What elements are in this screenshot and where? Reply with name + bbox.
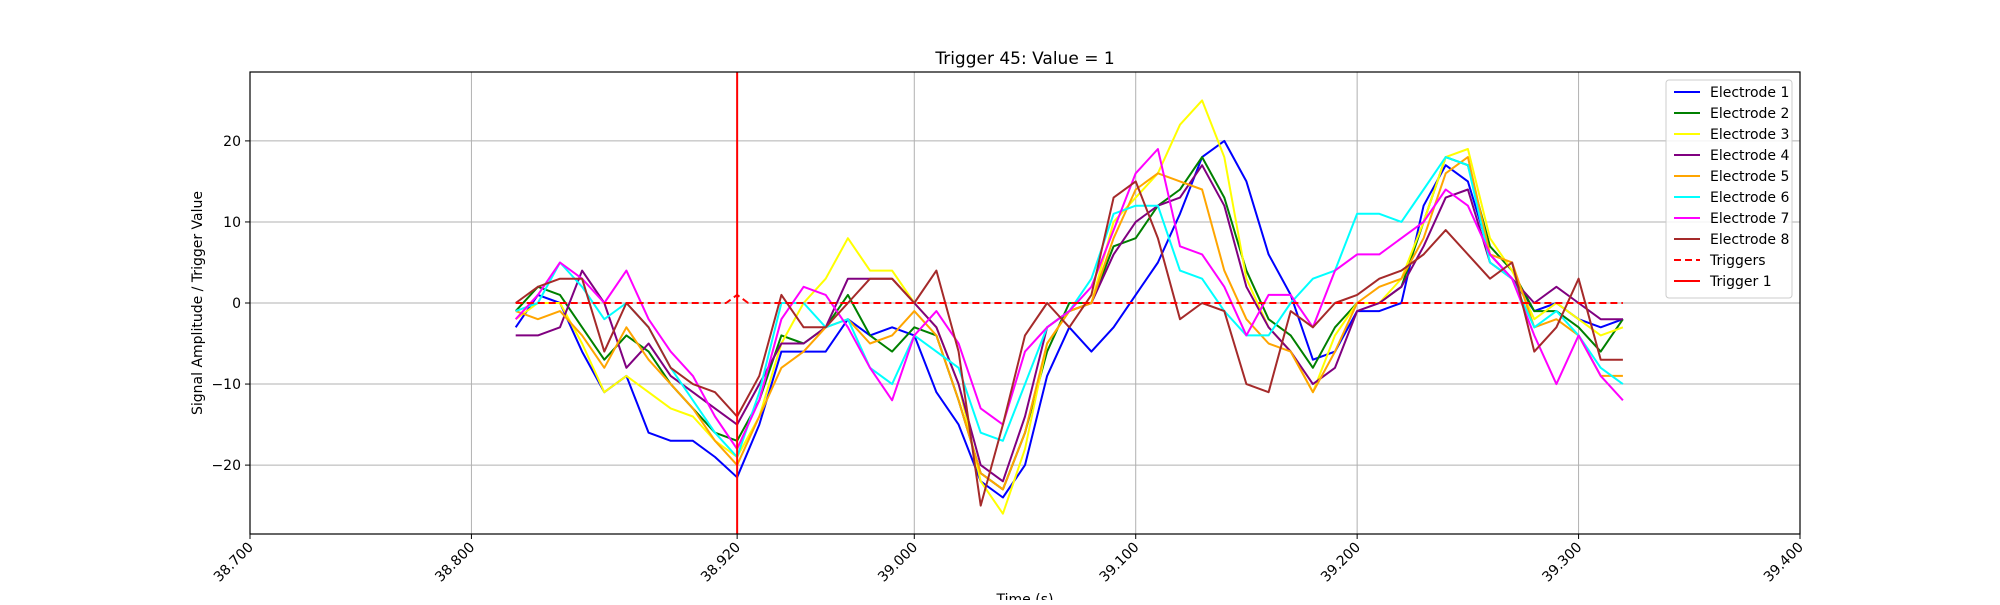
y-tick-label: 10 <box>223 215 241 231</box>
y-axis-label: Signal Amplitude / Trigger Value <box>190 191 206 415</box>
chart-title: Trigger 45: Value = 1 <box>934 49 1114 69</box>
legend-label: Electrode 3 <box>1710 127 1789 143</box>
y-tick-label: −10 <box>211 377 241 393</box>
legend-label: Electrode 6 <box>1710 190 1789 206</box>
legend-label: Triggers <box>1709 253 1766 269</box>
legend-label: Electrode 7 <box>1710 211 1789 227</box>
y-tick-label: 20 <box>223 134 241 150</box>
legend-label: Electrode 1 <box>1710 85 1789 101</box>
legend-label: Electrode 2 <box>1710 106 1789 122</box>
legend-label: Electrode 8 <box>1710 232 1789 248</box>
y-tick-label: 0 <box>232 296 241 312</box>
legend-label: Electrode 5 <box>1710 169 1789 185</box>
legend-label: Trigger 1 <box>1709 274 1772 290</box>
legend-label: Electrode 4 <box>1710 148 1789 164</box>
x-axis-label: Time (s) <box>996 592 1054 600</box>
legend: Electrode 1 Electrode 2 Electrode 3 Electro… <box>1666 80 1792 298</box>
y-tick-label: −20 <box>211 458 241 474</box>
